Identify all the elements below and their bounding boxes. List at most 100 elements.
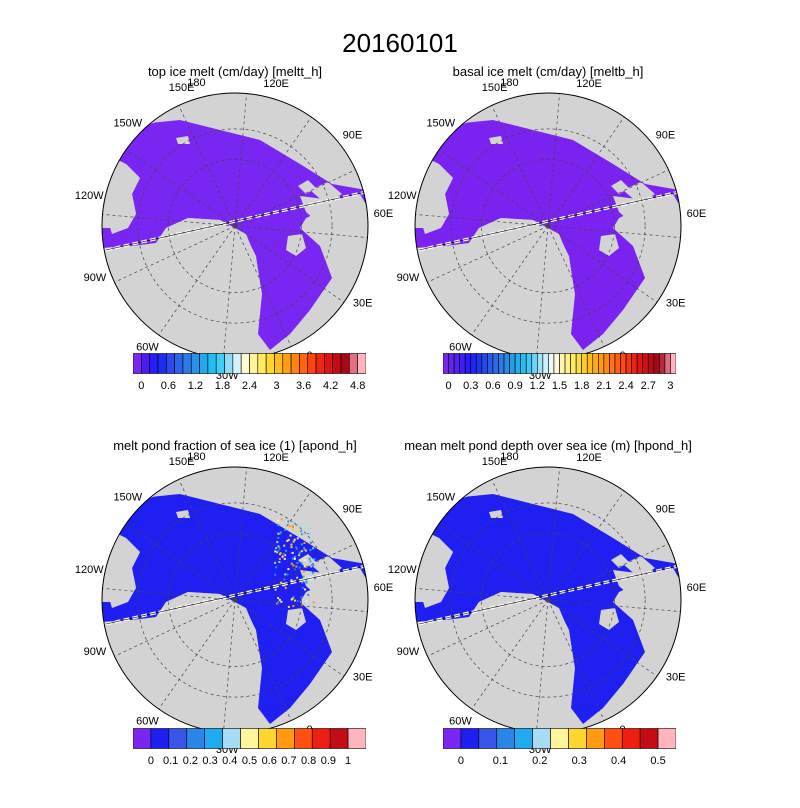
longitude-label: 120W — [75, 564, 104, 576]
melt-pond-speck — [291, 526, 294, 529]
colorbar-tick-label: 0.7 — [281, 755, 296, 767]
melt-pond-speck — [282, 553, 285, 556]
melt-pond-speck — [290, 579, 293, 582]
longitude-label: 90E — [343, 129, 363, 141]
colorbar-swatch — [531, 353, 538, 374]
colorbar-swatch — [149, 353, 159, 374]
longitude-label: 150E — [482, 456, 508, 468]
colorbar-swatch — [442, 353, 449, 374]
polar-map: 150E120E90E60E30E030W60W90W120W150W180 — [75, 77, 394, 382]
colorbar-swatch — [132, 728, 152, 749]
melt-pond-speck — [283, 557, 286, 560]
colorbar-tick-label: 1.2 — [530, 380, 545, 392]
colorbar-tick-label: 0.3 — [463, 380, 478, 392]
colorbar-swatch — [315, 353, 325, 374]
longitude-label: 60W — [136, 342, 159, 354]
melt-pond-speck — [277, 532, 280, 535]
colorbar-swatch — [460, 728, 480, 749]
melt-pond-speck — [293, 555, 296, 558]
melt-pond-speck — [274, 573, 277, 576]
melt-pond-speck — [278, 557, 281, 560]
land-island — [129, 295, 143, 305]
colorbar-swatch — [581, 353, 588, 374]
melt-pond-speck — [287, 538, 290, 541]
land-island — [165, 297, 175, 303]
melt-pond-speck — [287, 520, 290, 523]
colorbar-swatch — [478, 728, 498, 749]
melt-pond-speck — [310, 527, 313, 530]
land-island — [431, 280, 443, 288]
colorbar-swatch — [604, 728, 623, 749]
melt-pond-speck — [295, 547, 298, 550]
land-island — [468, 679, 478, 685]
melt-pond-speck — [280, 600, 283, 603]
land-alaska — [417, 538, 453, 608]
melt-pond-speck — [300, 524, 303, 527]
colorbar-swatch — [349, 353, 358, 374]
melt-pond-speck — [311, 590, 314, 593]
land-island — [433, 634, 453, 646]
melt-pond-speck — [277, 524, 280, 527]
land-island — [120, 634, 140, 646]
land-island — [118, 654, 130, 662]
colorbar-tick-label: 0 — [445, 380, 451, 392]
data-seam-edge — [418, 191, 680, 251]
melt-pond-speck — [295, 565, 298, 568]
melt-pond-speck — [312, 572, 315, 575]
longitude-label: 60E — [374, 208, 394, 220]
land-island — [147, 644, 157, 652]
colorbar-tick-label: 4.8 — [350, 380, 365, 392]
colorbar-swatch — [357, 353, 367, 374]
melt-pond-speck — [298, 566, 301, 569]
melt-pond-speck — [289, 534, 292, 537]
colorbar-swatch — [670, 353, 677, 374]
colorbar-swatch — [294, 728, 313, 749]
land-island — [132, 273, 148, 283]
colorbar-swatch — [625, 353, 632, 374]
melt-pond-speck — [300, 543, 303, 546]
melt-pond-speck — [278, 561, 281, 564]
colorbar-top-ice-melt: 0 0.6 1.2 1.8 2.4 3 3.6 4.2 4.8 — [132, 353, 367, 400]
colorbar-swatch — [653, 353, 660, 374]
colorbar-swatch — [459, 353, 466, 374]
land-island — [478, 671, 488, 677]
melt-pond-speck — [296, 537, 299, 540]
land-island — [468, 305, 478, 311]
colorbar-swatch — [647, 353, 655, 374]
melt-pond-speck — [288, 524, 291, 527]
colorbar-swatch — [642, 353, 649, 374]
colorbar-basal-ice-melt: 0 0.3 0.6 0.9 1.2 1.5 1.8 2.1 2.4 2.7 3 — [442, 353, 677, 400]
melt-pond-speck — [295, 546, 298, 549]
colorbar-tick-label: 0.6 — [262, 755, 277, 767]
melt-pond-speck — [283, 578, 286, 581]
melt-pond-speck — [300, 550, 303, 553]
colorbar-swatch — [442, 728, 462, 749]
land-island — [147, 270, 157, 278]
colorbar-swatch — [215, 353, 225, 374]
melt-pond-speck — [309, 560, 312, 563]
melt-pond-speck — [298, 554, 301, 557]
colorbar-melt-pond-depth: 0 0.1 0.2 0.3 0.4 0.5 — [442, 728, 677, 775]
data-seam-edge — [105, 191, 367, 251]
land-island — [433, 260, 453, 272]
land-greenland — [469, 218, 573, 350]
melt-pond-speck — [292, 540, 295, 543]
longitude-label: 90W — [397, 646, 420, 658]
colorbar-swatch — [532, 728, 551, 749]
colorbar-swatch — [475, 353, 483, 374]
melt-pond-speck — [290, 598, 293, 601]
colorbar-swatch — [631, 353, 638, 374]
melt-pond-speck — [279, 532, 282, 535]
melt-pond-speck — [277, 549, 280, 552]
melt-pond-speck — [293, 523, 296, 526]
colorbar-tick-label: 0.5 — [242, 755, 257, 767]
colorbar-tick-label: 0.2 — [183, 755, 198, 767]
melt-pond-speck — [283, 522, 286, 525]
longitude-label: 120E — [263, 78, 289, 90]
colorbar-swatch — [520, 353, 527, 374]
data-seam-edge — [418, 565, 680, 625]
land-island — [445, 273, 461, 283]
melt-pond-speck — [287, 605, 290, 608]
colorbar-swatch — [165, 353, 175, 374]
melt-pond-speck — [303, 559, 306, 562]
